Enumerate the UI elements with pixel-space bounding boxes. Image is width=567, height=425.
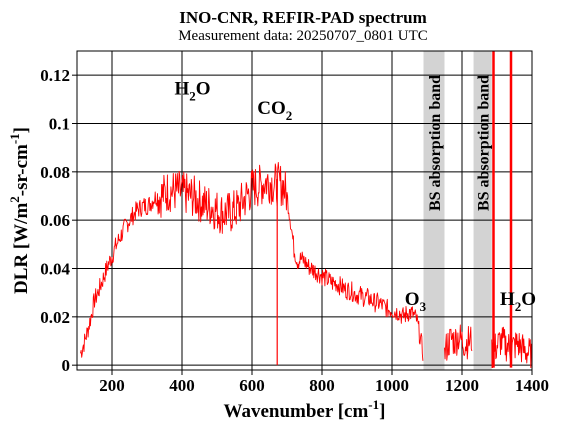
- y-tick-label-3: 0.06: [40, 211, 70, 230]
- bands-layer: BS absorption band BS absorption band: [423, 51, 493, 370]
- molecule-label-1: CO2: [257, 98, 292, 123]
- molecule-label-3: H2O: [500, 289, 536, 314]
- chart-title: INO-CNR, REFIR-PAD spectrum: [179, 8, 427, 27]
- y-tick-label-1: 0.02: [40, 308, 70, 327]
- molecule-label-2: O3: [405, 289, 427, 314]
- plot-frame: [76, 50, 533, 371]
- x-tick-label-5: 1200: [445, 376, 479, 395]
- absorption-band-1: [473, 51, 492, 370]
- x-axis-label-text: Wavenumber [cm-1]: [224, 397, 386, 422]
- x-tick-label-6: 1400: [515, 376, 549, 395]
- x-tick-label-2: 600: [239, 376, 265, 395]
- x-tick-label-1: 400: [169, 376, 195, 395]
- y-tick-label-0: 0: [62, 356, 71, 375]
- y-tick-label-4: 0.08: [40, 163, 70, 182]
- ticks-layer: 200 400 600 800 1000 1200 1400 0 0.02 0.04 0.06 0.0…: [40, 66, 549, 395]
- y-tick-label-2: 0.04: [40, 260, 70, 279]
- y-axis-label-text: DLR [W/m2-sr-cm-1]: [7, 127, 32, 294]
- x-tick-label-3: 800: [309, 376, 335, 395]
- y-axis-label: DLR [W/m2-sr-cm-1]: [7, 127, 32, 294]
- molecule-label-0: H2O: [174, 79, 210, 104]
- y-tick-label-5: 0.1: [49, 115, 70, 134]
- band-label-0: BS absorption band: [427, 75, 444, 211]
- band-label-1: BS absorption band: [476, 75, 493, 211]
- y-tick-label-6: 0.12: [40, 66, 70, 85]
- spectrum-line: [80, 161, 532, 369]
- series-layer: [80, 51, 532, 369]
- chart-subtitle: Measurement data: 20250707_0801 UTC: [178, 28, 428, 44]
- x-tick-label-0: 200: [99, 376, 125, 395]
- absorption-band-0: [423, 51, 445, 370]
- x-tick-label-4: 1000: [375, 376, 409, 395]
- x-axis-label: Wavenumber [cm-1]: [224, 397, 386, 422]
- grid-layer: [77, 51, 532, 370]
